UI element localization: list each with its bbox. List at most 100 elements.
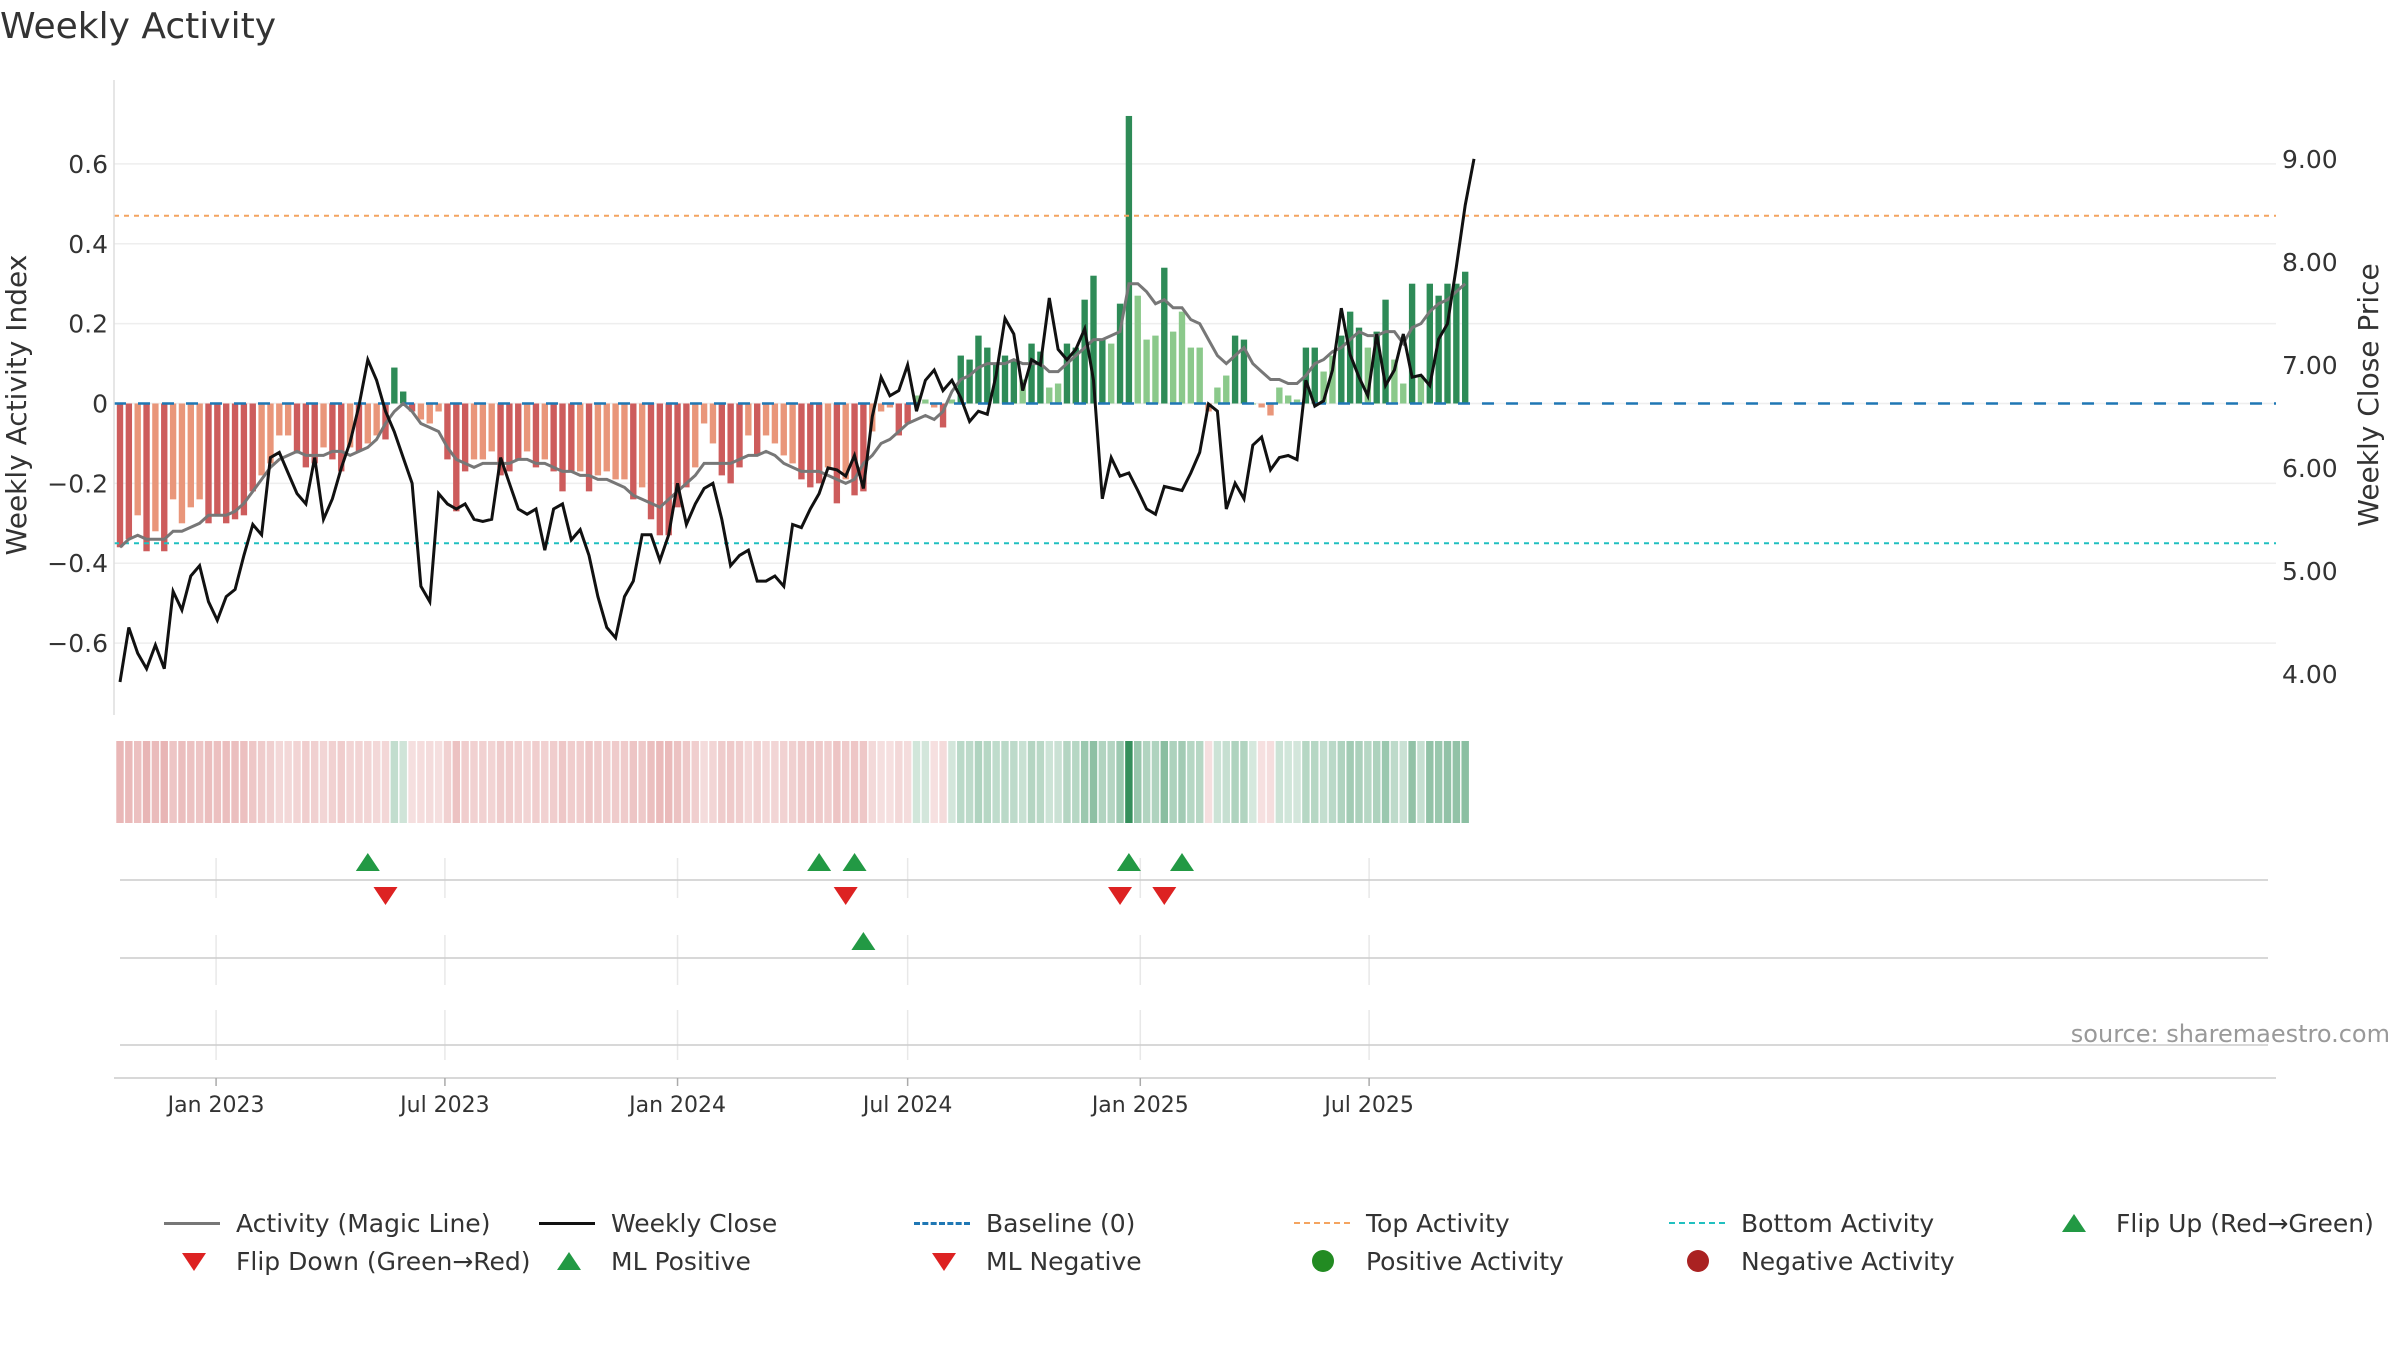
activity-bar (488, 403, 495, 452)
heat-cell (1319, 741, 1328, 823)
legend-item-flip-down: Flip Down (Green→Red) (160, 1242, 531, 1280)
activity-bar (532, 403, 540, 468)
activity-bar (329, 403, 336, 460)
activity-bar (851, 403, 858, 496)
heat-cell (1284, 741, 1292, 823)
heat-cell (1089, 741, 1098, 823)
heat-cell (213, 741, 222, 823)
heat-cell (700, 741, 708, 823)
y-right-tick-label: 4.00 (2282, 660, 2338, 689)
activity-bar (550, 403, 557, 472)
legend-label: Flip Up (Red→Green) (2116, 1208, 2374, 1238)
heat-cell (1018, 741, 1027, 823)
heat-cell (1116, 741, 1124, 823)
heat-cell (257, 741, 266, 823)
flip-up-marker (1170, 853, 1194, 871)
heat-cell (1125, 741, 1133, 823)
activity-bar (293, 403, 301, 452)
activity-bars (116, 115, 1469, 552)
activity-bar (1143, 339, 1150, 404)
legend-label: Bottom Activity (1741, 1208, 1935, 1238)
activity-bar (665, 403, 672, 536)
chart-title: Weekly Activity (0, 6, 277, 47)
activity-bar (630, 403, 637, 500)
heat-cell (691, 741, 699, 823)
activity-bar (1453, 283, 1460, 404)
activity-bar (444, 403, 451, 460)
axes: 0.6 0.4 0.2 0 −0.2 −0.4 −0.6 9.00 8.00 7.00 6.00 5.… (0, 80, 2385, 1118)
heat-cell (992, 741, 1000, 823)
activity-bar (338, 403, 345, 472)
heat-cell (240, 741, 248, 823)
source-label: source: sharemaestro.com (2071, 1020, 2390, 1048)
heat-cell (1063, 741, 1071, 823)
activity-bar (1054, 383, 1062, 404)
bottom-legend-swatch (1665, 1213, 1729, 1233)
heat-cell (1054, 741, 1062, 823)
activity-bar (771, 403, 779, 444)
weekly-close-line (118, 158, 1476, 683)
heat-cell (1195, 741, 1204, 823)
activity-bar (931, 403, 938, 408)
heat-cell (603, 741, 611, 823)
y-right-tick-label: 7.00 (2282, 351, 2338, 380)
y-left-tick-label: 0.2 (68, 310, 108, 339)
grid-lines (114, 163, 2276, 1060)
activity-bar (1267, 403, 1274, 416)
heat-cell (806, 741, 815, 823)
activity-bar (1338, 335, 1345, 404)
activity-bar (355, 403, 363, 452)
activity-bar (966, 359, 973, 404)
x-tick-label: Jul 2025 (1322, 1093, 1414, 1118)
heat-cell (266, 741, 275, 823)
legend-item-close: Weekly Close (535, 1204, 777, 1242)
heat-cell (443, 741, 452, 823)
flip-down-marker (1152, 887, 1177, 905)
heat-cell (1098, 741, 1107, 823)
heat-cell (1072, 741, 1080, 823)
activity-bar (1081, 299, 1088, 404)
heat-cell (1036, 741, 1045, 823)
activity-bar (1373, 331, 1380, 404)
activity-bar (860, 403, 867, 492)
heat-cell (319, 741, 328, 823)
heat-cell (1231, 741, 1239, 823)
activity-bar (391, 367, 398, 404)
heat-cell (771, 741, 779, 823)
activity-bar (585, 403, 593, 492)
heat-cell (576, 741, 584, 823)
heat-cell (1142, 741, 1151, 823)
heat-cell (780, 741, 788, 823)
y-right-tick-label: 8.00 (2282, 248, 2338, 277)
heat-cell (1275, 741, 1284, 823)
heat-cell (231, 741, 239, 823)
heat-cell (647, 741, 655, 823)
legend-item-pos-act: Positive Activity (1290, 1242, 1564, 1280)
activity-bar (754, 403, 761, 456)
heat-cell (1240, 741, 1248, 823)
heat-cell (983, 741, 992, 823)
heat-cell (1204, 741, 1213, 823)
heat-cell (346, 741, 354, 823)
heat-cell (195, 741, 204, 823)
activity-bar (1231, 335, 1239, 404)
heat-cell (594, 741, 602, 823)
activity-bar (559, 403, 566, 492)
heat-cell (505, 741, 514, 823)
activity-bar (161, 403, 168, 552)
heat-cell (1434, 741, 1443, 823)
signal-markers (355, 853, 1194, 950)
heat-cell (1399, 741, 1407, 823)
heat-strip (116, 741, 1469, 823)
activity-bar (638, 403, 646, 488)
activity-bar (1214, 387, 1221, 404)
heat-cell (629, 741, 638, 823)
activity-bar (523, 403, 531, 452)
heat-cell (222, 741, 230, 823)
activity-bar (612, 403, 619, 480)
heat-cell (664, 741, 673, 823)
heat-cell (1302, 741, 1310, 823)
heat-cell (204, 741, 213, 823)
activity-bar (541, 403, 548, 460)
y-left-axis-title: Weekly Activity Index (0, 255, 33, 556)
